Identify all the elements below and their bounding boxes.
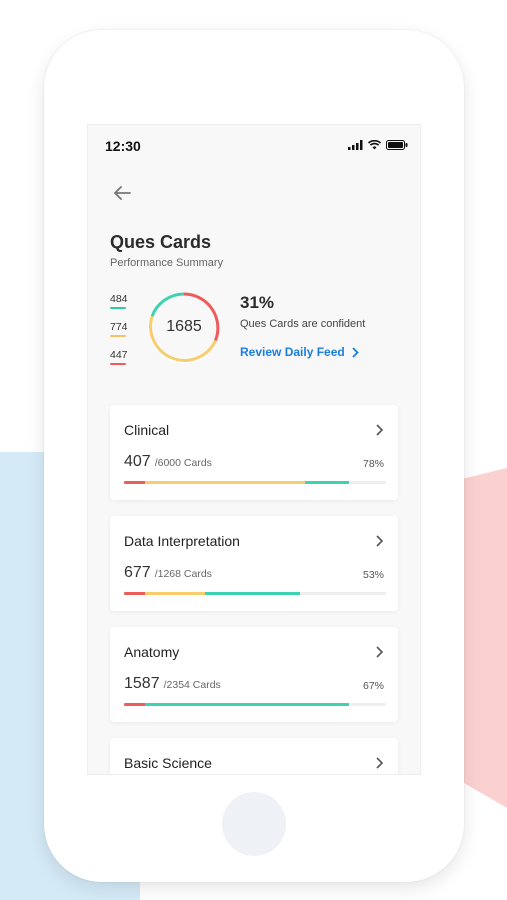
legend-item-green: 484 (110, 293, 140, 321)
category-percent: 53% (362, 569, 384, 581)
progress-track (124, 592, 386, 595)
chevron-right-icon (376, 535, 384, 547)
category-percent: 78% (362, 458, 384, 470)
legend-value: 774 (110, 321, 128, 333)
progress-segment-green (124, 703, 349, 706)
signal-icon (348, 140, 363, 150)
chevron-right-icon (376, 757, 384, 769)
category-card-clinical[interactable]: Clinical 407/6000 Cards 78% (110, 405, 398, 500)
summary-legend: 484 774 447 (110, 293, 140, 377)
progress-segment-yellow (124, 481, 305, 484)
count-value: 677 (124, 564, 151, 581)
category-card-basic-science[interactable]: Basic Science (110, 738, 398, 774)
category-name: Clinical (124, 422, 170, 438)
ring-segment-green (150, 292, 185, 317)
page-subtitle: Performance Summary (110, 257, 224, 269)
progress-segment-red (124, 703, 145, 706)
app-screen: 12:30 Ques Cards Performance Summary (87, 124, 421, 775)
count-value: 407 (124, 453, 151, 470)
progress-track (124, 481, 386, 484)
ring-total: 1685 (166, 318, 202, 335)
legend-item-yellow: 774 (110, 321, 140, 349)
count-total: /6000 Cards (154, 457, 212, 469)
legend-swatch (110, 307, 126, 309)
legend-swatch (110, 363, 126, 365)
legend-item-red: 447 (110, 349, 140, 377)
confidence-caption: Ques Cards are confident (240, 318, 366, 330)
ring-segment-red (183, 292, 220, 342)
category-count: 407/6000 Cards (124, 453, 212, 471)
status-icons (348, 140, 408, 150)
count-total: /2354 Cards (163, 679, 221, 691)
category-card-data-interpretation[interactable]: Data Interpretation 677/1268 Cards 53% (110, 516, 398, 611)
review-daily-feed-link[interactable]: Review Daily Feed (240, 345, 359, 359)
category-name: Data Interpretation (124, 533, 240, 549)
count-total: /1268 Cards (154, 568, 212, 580)
battery-icon (386, 140, 408, 150)
ring-segment-yellow (149, 315, 217, 362)
progress-track (124, 703, 386, 706)
wifi-icon (368, 140, 381, 150)
status-time: 12:30 (105, 138, 141, 154)
legend-value: 447 (110, 349, 128, 361)
category-card-anatomy[interactable]: Anatomy 1587/2354 Cards 67% (110, 627, 398, 722)
count-value: 1587 (124, 675, 160, 692)
review-daily-feed-label: Review Daily Feed (240, 345, 345, 359)
legend-value: 484 (110, 293, 128, 305)
chevron-right-icon (352, 346, 359, 358)
progress-segment-yellow (124, 592, 205, 595)
category-name: Anatomy (124, 644, 180, 660)
category-percent: 67% (362, 680, 384, 692)
home-button[interactable] (222, 792, 286, 856)
status-bar: 12:30 (88, 125, 420, 167)
chevron-right-icon (376, 424, 384, 436)
back-arrow-icon[interactable] (110, 181, 134, 205)
progress-segment-green (124, 592, 300, 595)
summary-ring-chart (148, 292, 220, 364)
progress-segment-red (124, 592, 145, 595)
progress-segment-red (124, 481, 145, 484)
category-name: Basic Science (124, 755, 212, 771)
chevron-right-icon (376, 646, 384, 658)
confidence-percent: 31% (240, 293, 275, 312)
category-count: 1587/2354 Cards (124, 675, 221, 693)
page-title: Ques Cards (110, 232, 212, 252)
legend-swatch (110, 335, 126, 337)
category-count: 677/1268 Cards (124, 564, 212, 582)
